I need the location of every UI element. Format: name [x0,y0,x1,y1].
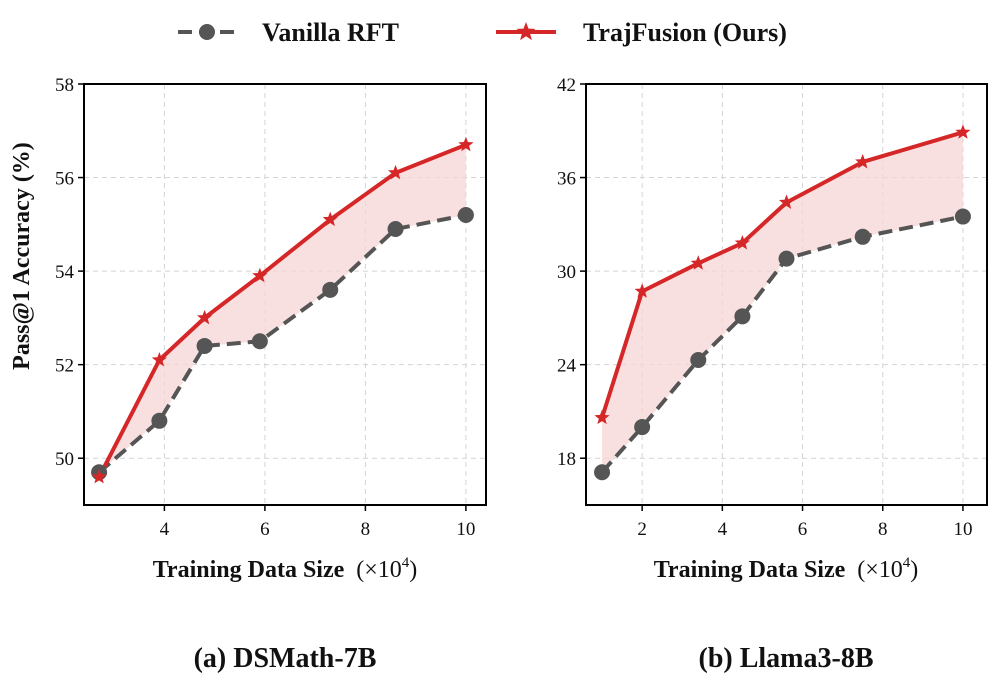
trajfusion-point [778,194,795,209]
plot-frame-b [585,83,988,506]
x-tick-label: 10 [456,519,475,540]
vanilla-rft-point [634,419,651,436]
x-tick-label: 4 [718,519,728,540]
x-axis-title-a: Training Data Size (×104) [153,555,418,583]
vanilla-rft-point [778,250,795,267]
legend: Vanilla RFT TrajFusion (Ours) [178,18,787,47]
trajfusion-point [855,153,871,169]
legend-item-vanilla-rft: Vanilla RFT [178,18,399,47]
x-tick-label: 6 [798,519,808,540]
ticks-a: 4 6 8 10 50 52 54 56 58 [55,75,475,540]
legend-label-trajfusion: TrajFusion (Ours) [583,18,787,47]
y-tick-label: 52 [55,356,74,377]
y-tick-label: 36 [557,169,576,190]
y-tick-label: 42 [557,75,576,96]
legend-label-vanilla: Vanilla RFT [262,18,399,47]
trajfusion-point [690,255,706,270]
trajfusion-point [151,351,167,367]
vanilla-rft-point [594,464,611,481]
caption-a: (a) DSMath-7B [194,643,377,674]
vanilla-rft-point [854,228,871,245]
vanilla-rft-point [690,351,707,368]
vanilla-rft-point [954,208,971,225]
trajfusion-point [387,164,404,180]
vanilla-rft-line-a [97,213,467,474]
legend-marker-star-icon [516,22,536,41]
vanilla-rft-point [251,333,268,350]
plot-frame-a [83,83,487,506]
x-axis-title-b: Training Data Size (×104) [654,555,919,583]
x-tick-label: 8 [361,519,371,540]
y-tick-label: 54 [55,262,75,283]
y-tick-label: 30 [557,262,576,283]
panel-a: 4 6 8 10 50 52 54 56 58 Training Data Size (×104… [9,75,487,674]
trajfusion-point [634,283,650,298]
trajfusion-point [458,136,474,152]
trajfusion-point [252,267,268,283]
vanilla-rft-point [457,206,474,223]
shaded-gap-b [602,132,963,473]
caption-b: (b) Llama3-8B [699,643,874,674]
vanilla-rft-point [322,281,339,298]
legend-marker-circle-icon [199,24,215,40]
y-tick-label: 24 [557,356,577,377]
legend-item-trajfusion: TrajFusion (Ours) [496,18,787,47]
trajfusion-point [322,211,338,227]
vanilla-rft-point [387,221,404,238]
trajfusion-point [196,309,213,325]
y-tick-label: 56 [55,169,74,190]
trajfusion-point [594,409,610,425]
x-tick-label: 10 [953,519,972,540]
x-tick-label: 6 [260,519,270,540]
vanilla-rft-point [734,308,751,325]
y-tick-label: 50 [55,449,74,470]
x-tick-label: 8 [878,519,888,540]
trajfusion-point [734,235,750,250]
y-axis-title: Pass@1 Accuracy (%) [9,142,35,370]
shaded-gap-a [99,144,466,477]
markers-b [594,124,971,481]
vanilla-rft-point [196,337,213,354]
x-tick-label: 4 [160,519,170,540]
y-tick-label: 58 [55,75,74,96]
markers-a [91,136,474,484]
trajfusion-point [91,468,107,484]
x-tick-label: 2 [637,519,647,540]
y-tick-label: 18 [557,449,576,470]
trajfusion-point [955,124,971,139]
vanilla-rft-point [151,412,168,429]
